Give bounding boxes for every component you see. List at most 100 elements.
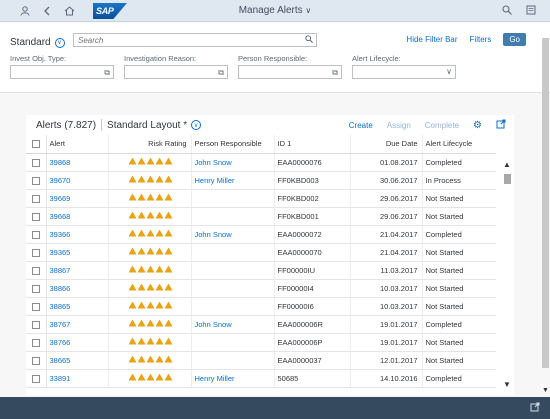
table-row[interactable]: 38665 EAA0000037 12.01.2017 Not Started	[26, 351, 496, 370]
search-icon[interactable]	[302, 35, 316, 45]
alert-link[interactable]: 33891	[45, 369, 108, 388]
scroll-down-icon[interactable]: ▼	[542, 387, 549, 394]
row-checkbox[interactable]	[26, 261, 47, 280]
checkbox[interactable]	[31, 194, 40, 203]
table-row[interactable]: 33891 Henry Miller 50685 14.10.2016 Complete…	[26, 369, 496, 388]
filters-button[interactable]: Filters	[469, 35, 492, 44]
value-help-icon[interactable]: ⧉	[332, 68, 338, 77]
investigation-reason-input[interactable]: ⧉	[124, 65, 228, 79]
scroll-up-icon[interactable]: ▲	[503, 160, 511, 169]
checkbox[interactable]	[31, 284, 40, 293]
checkbox[interactable]	[31, 248, 40, 257]
person-responsible-input[interactable]: ⧉	[238, 65, 342, 79]
table-row[interactable]: 39668 FF0KBD001 29.06.2017 Not Started	[26, 207, 496, 226]
layout-selector[interactable]: Standard Layout * ∨	[107, 120, 202, 131]
table-row[interactable]: 39669 FF0KBD002 29.06.2017 Not Started	[26, 189, 496, 208]
table-row[interactable]: 39670 Henry Miller FF0KBD003 30.06.2017 In P…	[26, 171, 496, 190]
table-row[interactable]: 38867 FF00000IU 11.03.2017 Not Started	[26, 261, 496, 280]
person-responsible-link[interactable]	[190, 189, 274, 208]
variant-selector[interactable]: Standard ∨	[10, 37, 65, 48]
table-row[interactable]: 38767 John Snow EAA000006R 19.01.2017 Comple…	[26, 315, 496, 334]
row-checkbox[interactable]	[26, 153, 47, 172]
table-row[interactable]: 39868 John Snow EAA0000076 01.08.2017 Comple…	[26, 153, 496, 172]
row-checkbox[interactable]	[26, 351, 47, 370]
person-responsible-link[interactable]: Henry Miller	[190, 171, 274, 190]
row-checkbox[interactable]	[26, 297, 47, 316]
alert-lifecycle-select[interactable]: ∨	[352, 65, 456, 79]
row-checkbox[interactable]	[26, 279, 47, 298]
alert-link[interactable]: 38665	[45, 351, 108, 370]
checkbox[interactable]	[31, 230, 40, 239]
share-icon[interactable]	[530, 402, 540, 415]
table-row[interactable]: 38865 FF00000I6 10.03.2017 Not Started	[26, 297, 496, 316]
value-help-icon[interactable]: ⧉	[218, 68, 224, 77]
alert-link[interactable]: 38866	[45, 279, 108, 298]
table-scrollbar[interactable]: ▲ ▼	[502, 160, 512, 390]
alert-link[interactable]: 38767	[45, 315, 108, 334]
table-row[interactable]: 39366 John Snow EAA0000072 21.04.2017 Comple…	[26, 225, 496, 244]
table-row[interactable]: 38766 EAA000006P 19.01.2017 Not Started	[26, 333, 496, 352]
home-icon[interactable]	[58, 0, 80, 22]
alert-link[interactable]: 38865	[45, 297, 108, 316]
row-checkbox[interactable]	[26, 189, 47, 208]
column-header-id1[interactable]: ID 1	[273, 135, 350, 154]
checkbox[interactable]	[31, 338, 40, 347]
checkbox[interactable]	[31, 302, 40, 311]
create-button[interactable]: Create	[348, 121, 373, 130]
page-scrollbar[interactable]: ▼	[541, 24, 550, 394]
search-icon[interactable]	[502, 5, 518, 17]
row-checkbox[interactable]	[26, 225, 47, 244]
alert-link[interactable]: 38766	[45, 333, 108, 352]
value-help-icon[interactable]: ⧉	[104, 68, 110, 77]
page-scroll-thumb[interactable]	[542, 38, 549, 368]
table-row[interactable]: 39365 EAA0000070 21.04.2017 Not Started	[26, 243, 496, 262]
checkbox[interactable]	[31, 266, 40, 275]
notification-icon[interactable]	[526, 5, 542, 17]
search-input[interactable]	[74, 34, 302, 46]
person-responsible-link[interactable]	[190, 207, 274, 226]
person-responsible-link[interactable]	[190, 261, 274, 280]
scroll-down-icon[interactable]: ▼	[503, 380, 511, 389]
alert-link[interactable]: 39868	[45, 153, 108, 172]
person-responsible-link[interactable]: Henry Miller	[190, 369, 274, 388]
row-checkbox[interactable]	[26, 333, 47, 352]
person-responsible-link[interactable]	[190, 333, 274, 352]
row-checkbox[interactable]	[26, 207, 47, 226]
go-button[interactable]: Go	[503, 33, 526, 46]
alert-link[interactable]: 39670	[45, 171, 108, 190]
alert-link[interactable]: 38867	[45, 261, 108, 280]
alert-link[interactable]: 39366	[45, 225, 108, 244]
hide-filter-bar-button[interactable]: Hide Filter Bar	[406, 35, 458, 44]
app-title-menu[interactable]: Manage Alerts ∨	[239, 5, 312, 16]
alert-link[interactable]: 39669	[45, 189, 108, 208]
complete-button[interactable]: Complete	[424, 121, 460, 130]
column-header-due-date[interactable]: Due Date	[349, 135, 422, 154]
column-header-alert[interactable]: Alert	[45, 135, 108, 154]
checkbox[interactable]	[31, 374, 40, 383]
column-header-alert-lifecycle[interactable]: Alert Lifecycle	[421, 135, 496, 154]
person-responsible-link[interactable]	[190, 351, 274, 370]
checkbox[interactable]	[31, 158, 40, 167]
row-checkbox[interactable]	[26, 171, 47, 190]
table-row[interactable]: 38866 FF00000I4 10.03.2017 Not Started	[26, 279, 496, 298]
checkbox[interactable]	[31, 356, 40, 365]
back-icon[interactable]	[36, 0, 58, 22]
user-icon[interactable]	[14, 0, 36, 22]
assign-button[interactable]: Assign	[386, 121, 411, 130]
settings-gear-icon[interactable]: ⚙	[473, 120, 482, 131]
row-checkbox[interactable]	[26, 243, 47, 262]
checkbox[interactable]	[31, 140, 40, 149]
checkbox[interactable]	[31, 320, 40, 329]
row-checkbox[interactable]	[26, 369, 47, 388]
person-responsible-link[interactable]: John Snow	[190, 315, 274, 334]
person-responsible-link[interactable]	[190, 297, 274, 316]
person-responsible-link[interactable]: John Snow	[190, 225, 274, 244]
select-all-checkbox[interactable]	[26, 135, 47, 154]
row-checkbox[interactable]	[26, 315, 47, 334]
invest-obj-type-input[interactable]: ⧉	[10, 65, 114, 79]
alert-link[interactable]: 39668	[45, 207, 108, 226]
export-icon[interactable]	[496, 119, 506, 132]
search-field[interactable]	[73, 33, 317, 47]
checkbox[interactable]	[31, 212, 40, 221]
person-responsible-link[interactable]	[190, 279, 274, 298]
